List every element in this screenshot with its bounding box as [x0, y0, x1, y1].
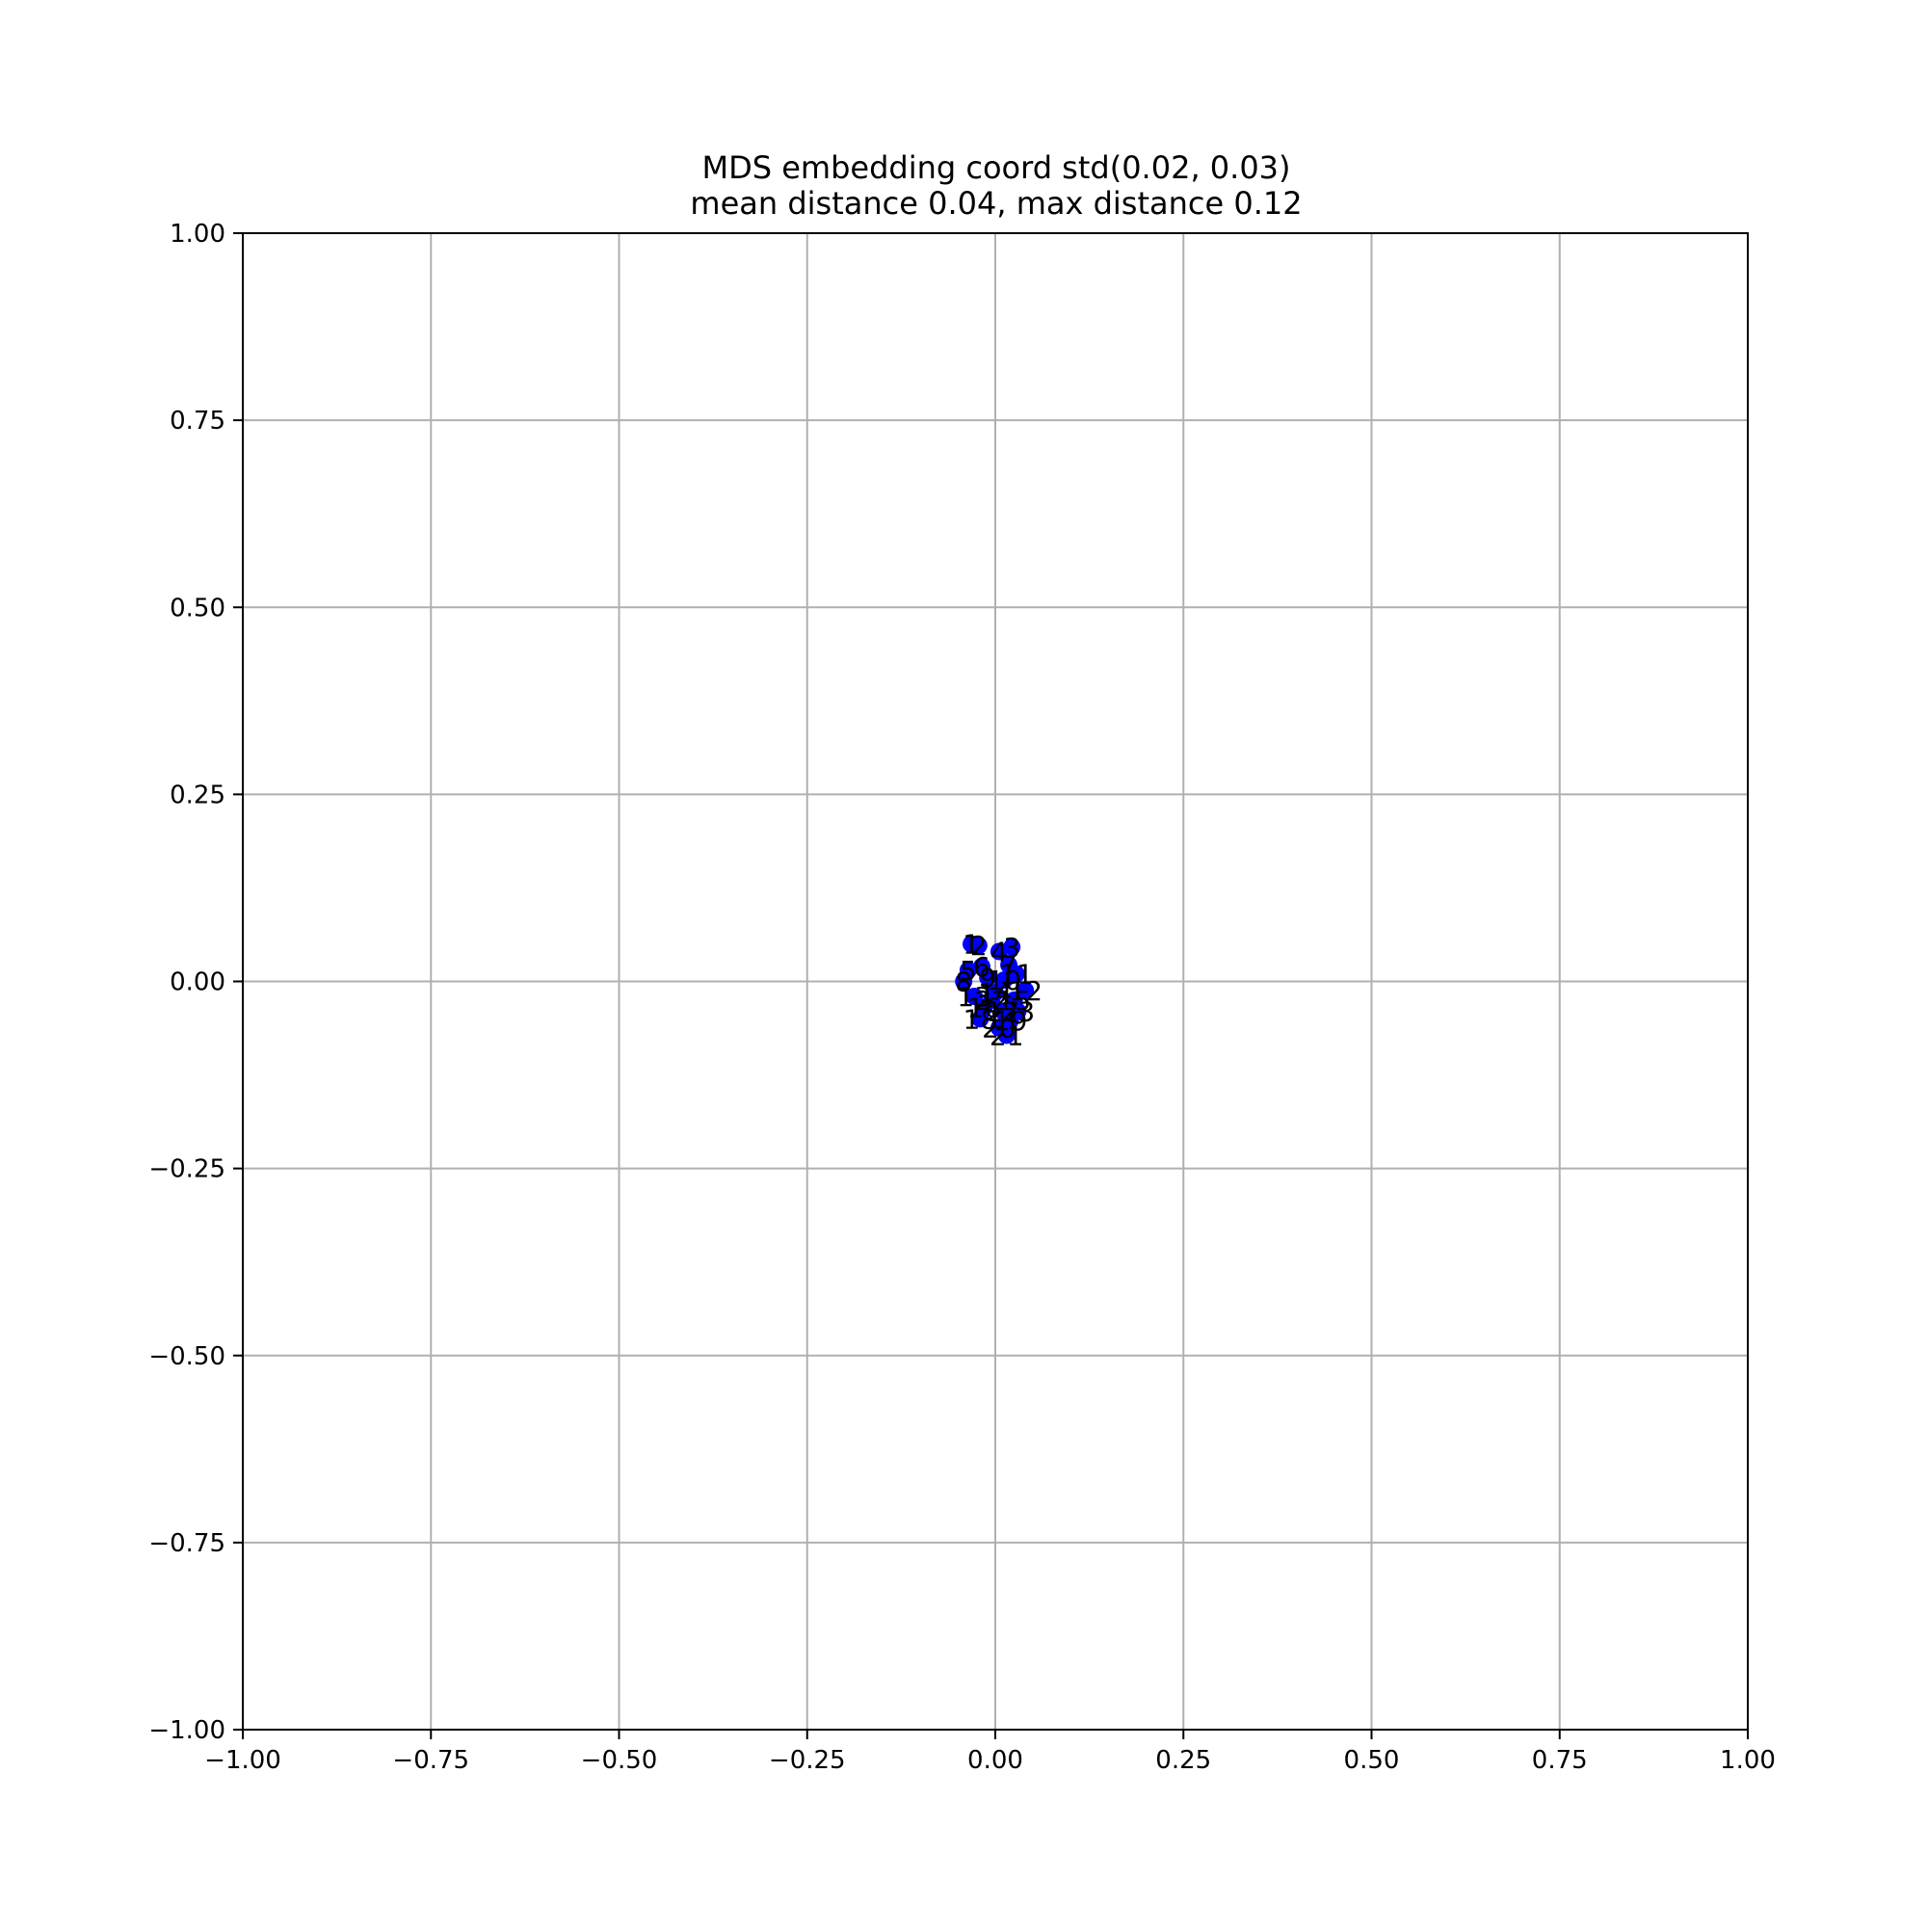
data-point-label: 17 [986, 996, 1020, 1028]
data-point [971, 1010, 990, 1028]
data-point [1007, 965, 1025, 983]
x-axis-ticks: −1.00 −0.75 −0.50 −0.25 0.00 0.25 0.50 0.75 1.00 [204, 1730, 1776, 1775]
data-point-label: 16 [966, 992, 1001, 1024]
data-point [983, 991, 1001, 1009]
y-tick-label: 1.00 [170, 220, 225, 249]
data-point-label: 10 [988, 965, 1022, 996]
y-axis-ticks: 1.00 0.75 0.50 0.25 0.00 −0.25 −0.50 −0.75 −1.00 [148, 220, 243, 1745]
data-point-label: 6 [973, 951, 990, 983]
y-tick-label: 0.75 [170, 407, 225, 436]
x-tick-label: 0.50 [1344, 1746, 1400, 1775]
data-point-label: 18 [964, 1003, 998, 1035]
x-tick-label: −0.25 [769, 1746, 846, 1775]
data-point [965, 988, 984, 1006]
data-point-label: 19 [993, 1005, 1028, 1037]
data-point [955, 972, 973, 991]
data-point-label: 1 [963, 929, 980, 961]
data-point [969, 937, 988, 955]
data-point-label: 8 [955, 966, 972, 998]
chart-subtitle: mean distance 0.04, max distance 0.12 [690, 185, 1302, 222]
data-point-label: 14 [978, 977, 1013, 1009]
y-tick-label: −0.25 [148, 1155, 225, 1184]
data-point-label: 9 [979, 963, 996, 994]
data-point-label: 22 [974, 985, 1009, 1017]
data-point [990, 942, 1008, 961]
data-point-label: 21 [990, 1019, 1024, 1051]
y-tick-label: −1.00 [148, 1716, 225, 1745]
x-tick-label: −0.75 [392, 1746, 469, 1775]
y-tick-label: 0.00 [170, 968, 225, 997]
y-tick-label: −0.50 [148, 1342, 225, 1371]
data-point-label: 15 [997, 985, 1032, 1017]
plot-area-frame [242, 232, 1749, 1731]
data-point [1009, 1002, 1027, 1020]
chart-title: MDS embedding coord std(0.02, 0.03) [701, 149, 1290, 186]
data-point-label: 5 [960, 955, 977, 987]
data-point-label: 2 [970, 930, 988, 962]
data-point-label: 23 [1001, 996, 1036, 1028]
data-point [979, 968, 997, 987]
x-tick-label: −1.00 [204, 1746, 281, 1775]
x-tick-label: −0.50 [581, 1746, 658, 1775]
y-tick-label: 0.25 [170, 781, 225, 809]
data-point-label: 3 [1003, 932, 1020, 964]
data-point [1016, 981, 1035, 999]
data-point-label: 12 [1008, 975, 1043, 1007]
x-tick-label: 0.75 [1532, 1746, 1588, 1775]
x-tick-label: 0.25 [1155, 1746, 1211, 1775]
data-point-label: 4 [990, 936, 1008, 967]
data-point-label: 13 [957, 981, 991, 1013]
data-points [955, 935, 1035, 1045]
data-point [997, 1026, 1016, 1045]
data-point-label: 20 [982, 1013, 1016, 1045]
y-tick-label: 0.50 [170, 594, 225, 622]
x-tick-label: 1.00 [1720, 1746, 1776, 1775]
x-tick-label: 0.00 [967, 1746, 1023, 1775]
y-tick-label: −0.75 [148, 1529, 225, 1558]
data-point-label: 11 [999, 959, 1034, 991]
data-point-label: 7 [1000, 949, 1017, 981]
